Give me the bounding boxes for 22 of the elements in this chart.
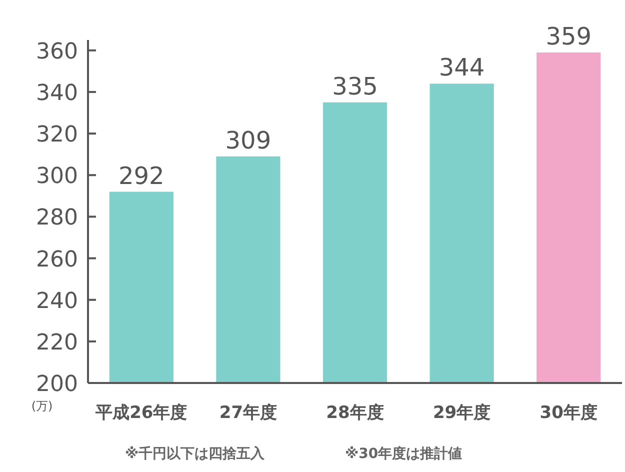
text: ※千円以下は四捨五入 (125, 445, 266, 462)
data-label: 344 (438, 54, 485, 82)
data-label: 309 (225, 126, 272, 154)
y-tick-label: 260 (36, 247, 78, 272)
y-tick-label: 280 (36, 206, 78, 231)
text: ※30年度は推計値 (345, 445, 462, 462)
y-tick-label: 240 (36, 288, 78, 314)
y-tick-label: 220 (36, 330, 78, 356)
y-tick-label: 200 (36, 372, 78, 397)
y-tick-label: 360 (36, 39, 78, 64)
data-label: 335 (332, 72, 378, 100)
x-tick-label: 29年度 (432, 403, 491, 423)
x-tick-label: 30年度 (540, 403, 598, 423)
y-tick-label: 340 (36, 80, 78, 106)
x-tick-label: 平成26年度 (94, 403, 188, 423)
x-tick-label: 28年度 (326, 403, 384, 423)
x-tick-label: 27年度 (219, 403, 278, 423)
y-tick-label: 300 (36, 164, 78, 190)
y-tick-label: 320 (36, 122, 78, 148)
data-label: 359 (546, 22, 592, 50)
y-axis-title: (万) (31, 399, 53, 413)
data-label: 292 (118, 162, 164, 190)
